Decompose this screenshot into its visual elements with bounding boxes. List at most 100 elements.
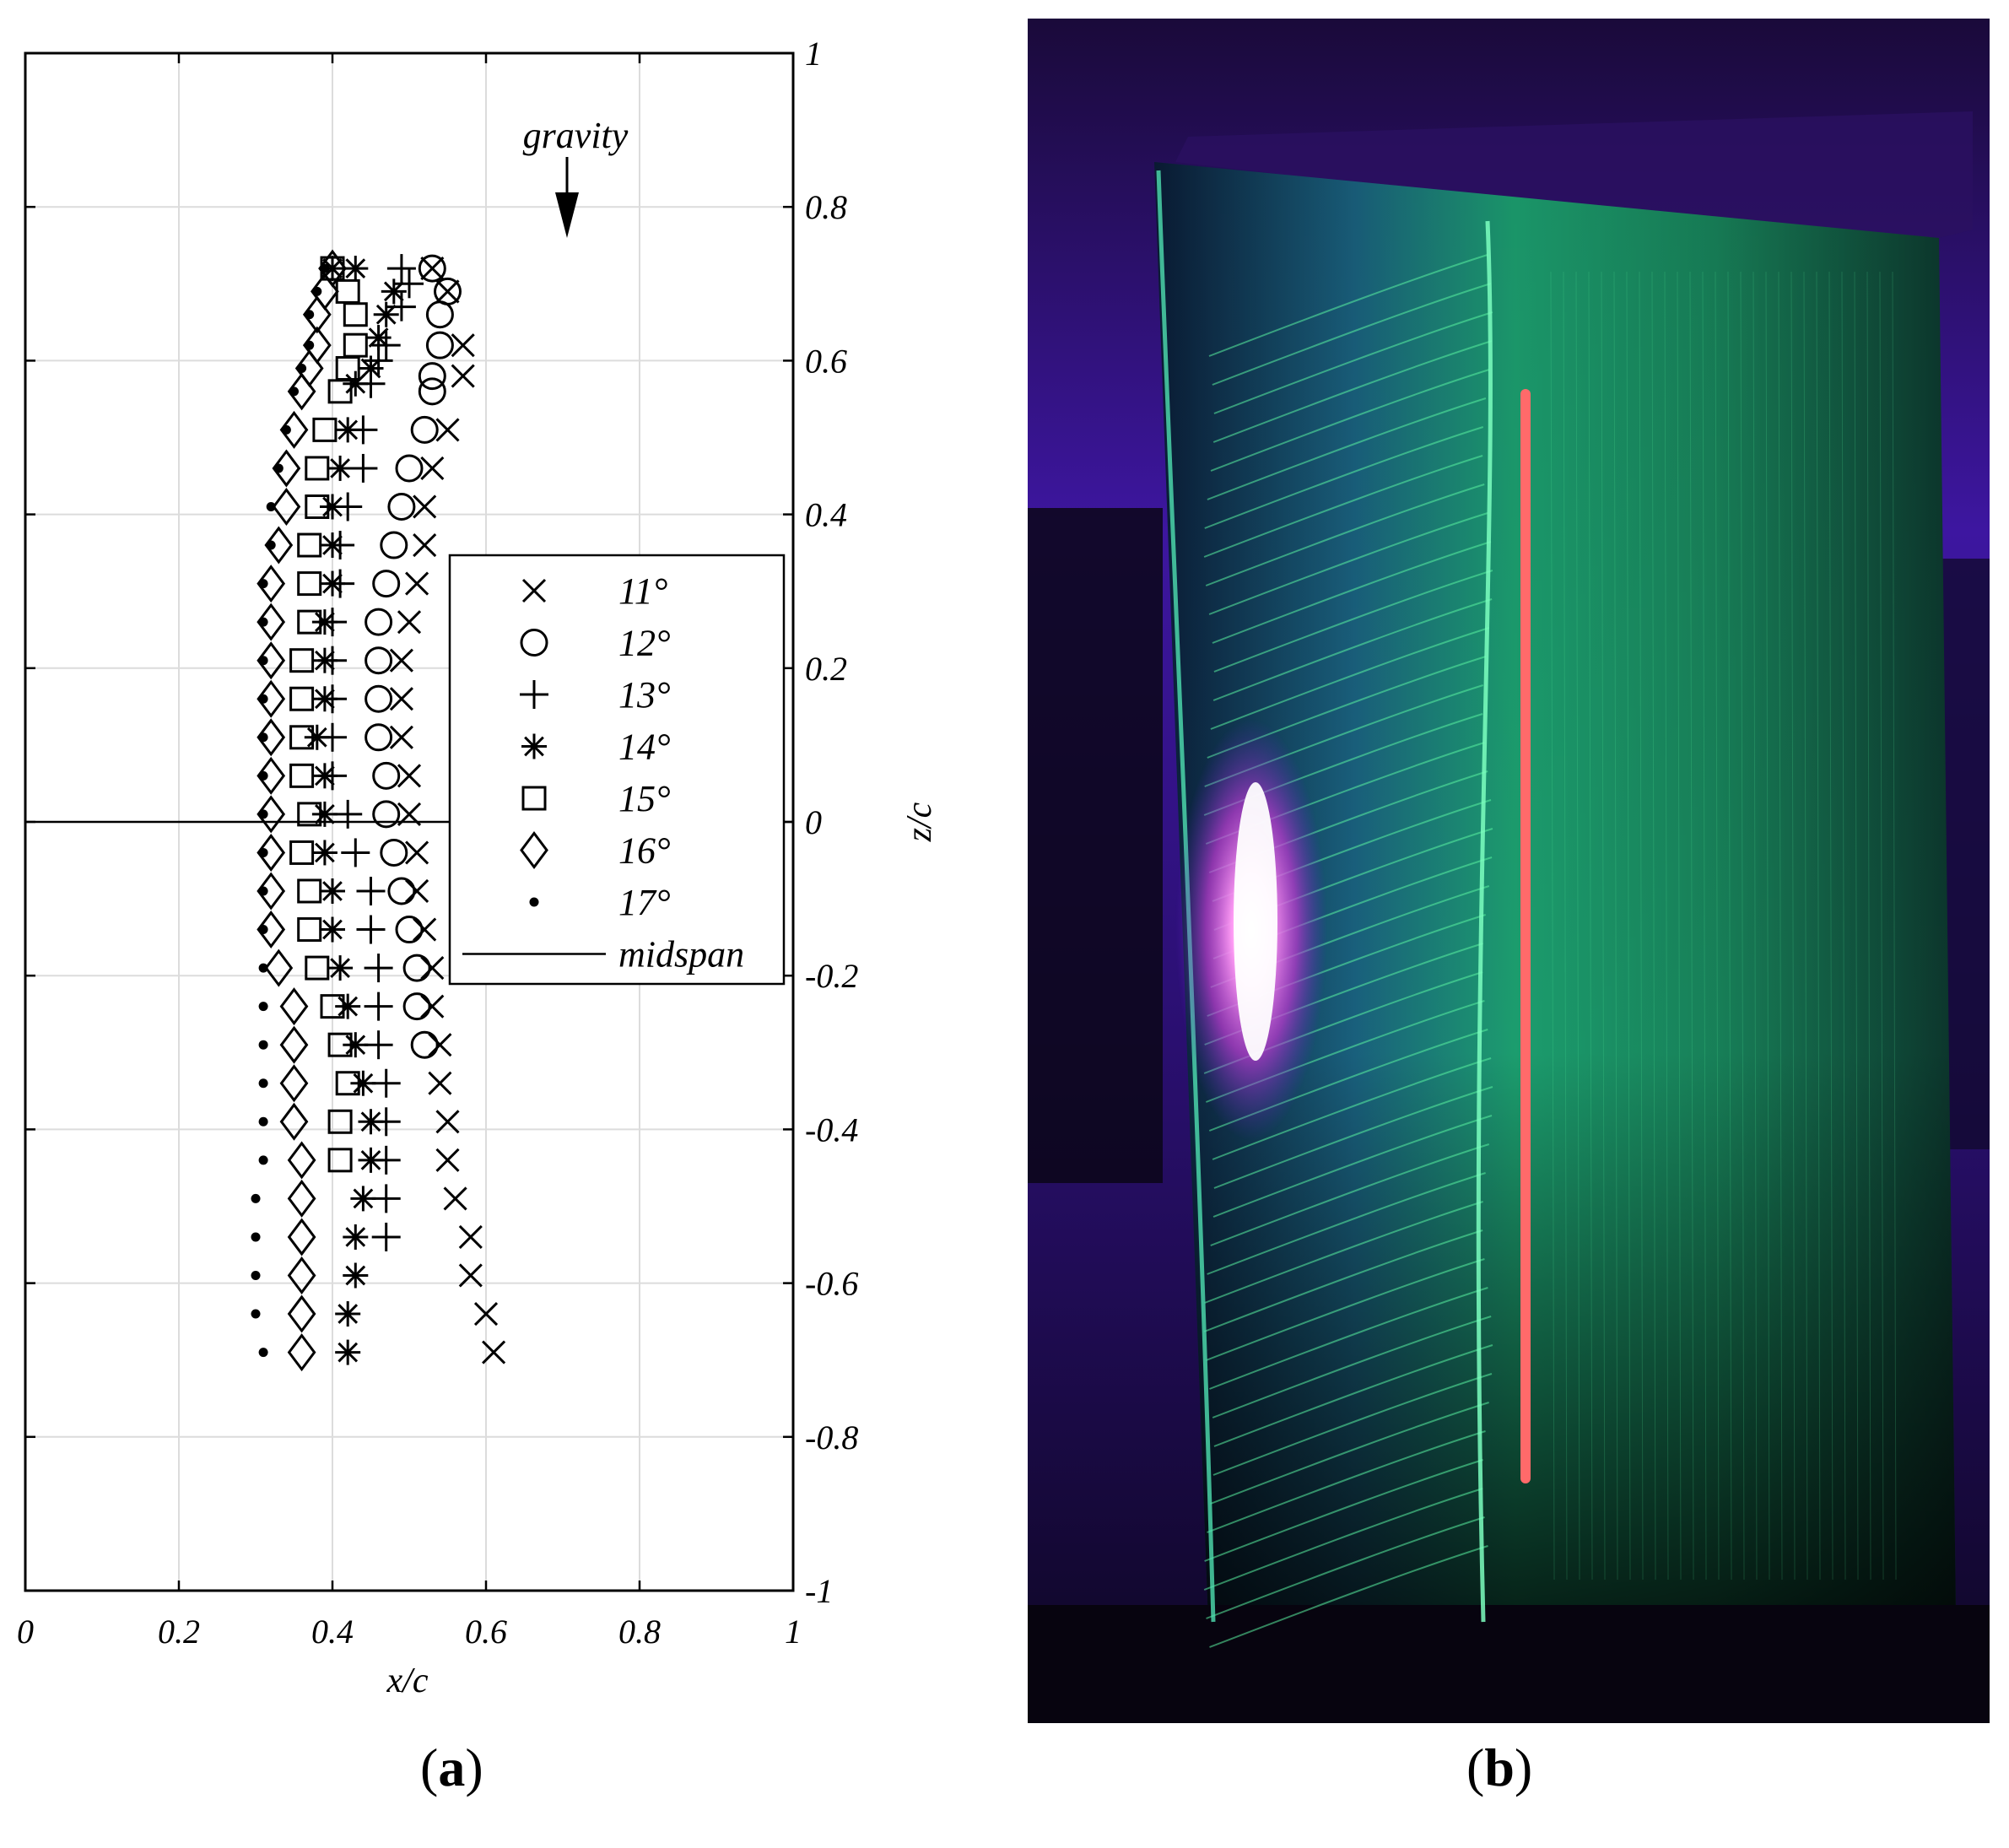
data-point xyxy=(405,878,429,904)
y-tick-label: -0.4 xyxy=(805,1110,858,1148)
data-point xyxy=(333,799,363,829)
data-point xyxy=(358,355,384,381)
data-point xyxy=(343,1032,369,1058)
data-point xyxy=(311,686,338,712)
data-point xyxy=(258,1040,268,1050)
surface-streak xyxy=(1828,271,1833,1581)
data-point xyxy=(348,453,378,483)
surface-streak xyxy=(1740,271,1745,1581)
data-point xyxy=(273,463,284,473)
data-point xyxy=(305,310,315,320)
flow-streak xyxy=(1213,1344,1493,1447)
data-point xyxy=(279,410,309,449)
x-tick-label: 0.6 xyxy=(465,1613,507,1651)
data-point xyxy=(372,800,401,829)
y-tick-label: 0.2 xyxy=(805,650,847,688)
surface-streak xyxy=(1702,271,1707,1581)
surface-streak xyxy=(1727,271,1732,1581)
surface-streak xyxy=(1866,271,1871,1581)
data-point xyxy=(320,532,345,559)
legend-entry-label: 14° xyxy=(618,727,671,768)
data-point xyxy=(257,910,286,949)
flow-streak xyxy=(1204,1459,1483,1562)
data-point xyxy=(473,1301,499,1327)
data-point xyxy=(258,809,268,819)
data-point xyxy=(320,256,345,282)
data-point xyxy=(279,1025,309,1064)
data-point xyxy=(343,302,368,327)
y-axis-label: z/c xyxy=(900,802,939,842)
data-point xyxy=(389,648,413,673)
data-point xyxy=(356,876,386,905)
flow-streak xyxy=(1212,541,1492,644)
surface-streak xyxy=(1550,271,1555,1581)
data-point xyxy=(297,609,322,635)
data-point xyxy=(258,694,268,704)
data-point xyxy=(413,532,437,558)
surface-streak xyxy=(1664,271,1669,1581)
data-point xyxy=(320,494,345,520)
data-point xyxy=(428,1033,452,1057)
data-point xyxy=(482,1340,506,1364)
flow-streak xyxy=(1207,1430,1486,1533)
data-point xyxy=(443,1186,467,1211)
flow-streak xyxy=(1212,1373,1493,1476)
data-point xyxy=(420,257,445,281)
data-point xyxy=(311,801,338,827)
data-point xyxy=(420,994,445,1019)
data-point xyxy=(358,1147,384,1173)
data-point xyxy=(387,877,416,905)
surface-streak xyxy=(1892,271,1897,1581)
data-point xyxy=(297,364,307,374)
data-point xyxy=(335,1301,361,1327)
flow-streak xyxy=(1203,455,1483,558)
data-point xyxy=(258,1002,268,1012)
data-point xyxy=(372,570,401,598)
surface-streak xyxy=(1715,271,1720,1581)
data-point xyxy=(435,1148,460,1172)
x-tick-label: 0.4 xyxy=(311,1613,354,1651)
data-point xyxy=(425,300,454,329)
data-point xyxy=(297,802,322,827)
data-point xyxy=(397,764,422,788)
y-tick-label: -1 xyxy=(805,1572,833,1610)
data-point xyxy=(425,331,454,359)
data-point xyxy=(311,840,338,866)
y-tick-label: -0.6 xyxy=(805,1265,858,1303)
legend-marker xyxy=(521,733,547,759)
data-point xyxy=(402,954,431,982)
legend-midspan-label: midspan xyxy=(618,934,744,975)
data-markers xyxy=(251,249,506,1372)
data-point xyxy=(302,295,332,334)
x-tick-label: 0 xyxy=(17,1613,34,1651)
data-point xyxy=(320,878,345,904)
surface-streak xyxy=(1803,271,1808,1581)
data-point xyxy=(418,362,446,391)
data-point xyxy=(281,424,291,435)
flow-streak xyxy=(1212,1057,1492,1160)
data-point xyxy=(251,1232,261,1242)
data-point xyxy=(297,532,322,558)
data-point xyxy=(272,487,301,526)
data-point xyxy=(371,1222,401,1251)
x-tick-labels: 0 0.2 0.4 0.6 0.8 1 xyxy=(17,1613,802,1651)
surface-streak xyxy=(1879,271,1884,1581)
data-point xyxy=(289,386,299,397)
panel-label-a: (a) xyxy=(420,1737,483,1797)
x-tick-label: 0.8 xyxy=(618,1613,661,1651)
data-point xyxy=(395,454,424,483)
data-point xyxy=(380,531,408,559)
y-tick-label: 0 xyxy=(805,803,822,841)
data-point xyxy=(289,763,315,788)
data-point xyxy=(365,723,393,752)
data-point xyxy=(387,492,416,521)
surface-streak xyxy=(1563,271,1568,1581)
data-point xyxy=(381,278,407,305)
data-point xyxy=(320,916,345,943)
data-point xyxy=(389,687,413,711)
flow-streak xyxy=(1210,369,1490,472)
data-point xyxy=(304,724,330,750)
data-point xyxy=(297,917,322,943)
data-point xyxy=(258,925,268,935)
